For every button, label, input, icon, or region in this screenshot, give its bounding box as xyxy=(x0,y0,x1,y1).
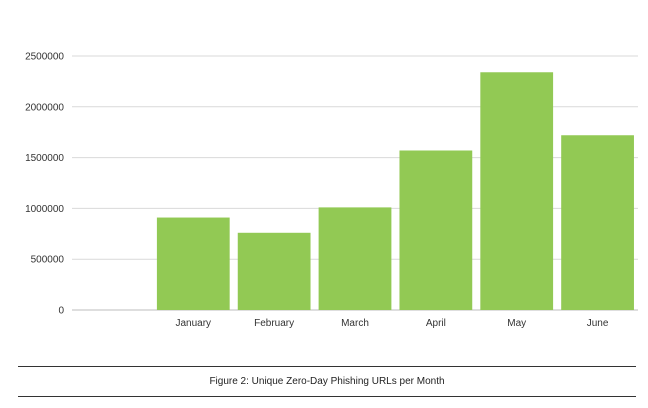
bar-april xyxy=(399,150,473,310)
x-tick-label: March xyxy=(341,318,369,329)
bar-june xyxy=(561,135,634,310)
bars xyxy=(156,72,634,310)
y-tick-label: 500000 xyxy=(31,255,65,266)
figure-caption: Figure 2: Unique Zero-Day Phishing URLs … xyxy=(209,376,445,387)
y-tick-label: 2000000 xyxy=(25,102,64,113)
bar-chart: 0 500000 1000000 1500000 2000000 2500000 Janu… xyxy=(25,52,638,329)
x-axis-tick-labels: January February March April May June xyxy=(175,318,608,329)
x-tick-label: February xyxy=(254,318,294,329)
y-tick-label: 2500000 xyxy=(25,52,64,63)
y-tick-label: 1500000 xyxy=(25,153,64,164)
x-tick-label: May xyxy=(507,318,526,329)
bar-march xyxy=(318,207,392,310)
bar-january xyxy=(156,217,230,310)
y-axis-tick-labels: 0 500000 1000000 1500000 2000000 2500000 xyxy=(25,52,64,317)
x-tick-label: June xyxy=(587,318,609,329)
x-tick-label: January xyxy=(175,318,211,329)
bar-february xyxy=(237,232,311,310)
y-tick-label: 0 xyxy=(58,306,64,317)
bar-may xyxy=(480,72,554,310)
figure-caption-box: Figure 2: Unique Zero-Day Phishing URLs … xyxy=(18,366,636,397)
x-tick-label: April xyxy=(426,318,446,329)
y-tick-label: 1000000 xyxy=(25,204,64,215)
